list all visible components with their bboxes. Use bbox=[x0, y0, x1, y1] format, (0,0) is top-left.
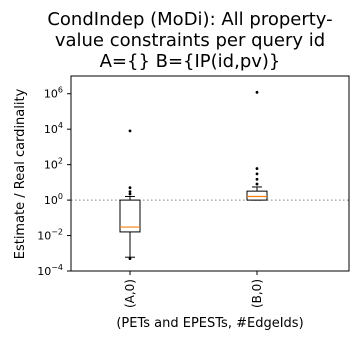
y-tick-label-2: 100 bbox=[44, 192, 63, 207]
x-tick-label-1: (B,0) bbox=[250, 279, 264, 308]
y-axis-label: Estimate / Real cardinality bbox=[13, 88, 28, 259]
x-axis-label: (PETs and EPESTs, #EdgeIds) bbox=[116, 316, 303, 331]
y-tick-label-3: 102 bbox=[44, 157, 63, 172]
x-tick-label-0: (A,0) bbox=[123, 279, 137, 308]
x-tick-layer: (A,0) (B,0) bbox=[123, 271, 264, 308]
outlier-0-1 bbox=[128, 186, 132, 190]
box-1 bbox=[246, 190, 268, 201]
outlier-0-2 bbox=[128, 190, 132, 194]
outlier-1-0 bbox=[255, 90, 259, 94]
outlier-0-3 bbox=[128, 192, 132, 196]
y-tick-label-5: 106 bbox=[44, 86, 63, 101]
box-0 bbox=[119, 199, 141, 233]
y-tick-label-0: 10−4 bbox=[37, 263, 63, 278]
outlier-1-3 bbox=[255, 177, 259, 181]
plot-frame bbox=[70, 75, 350, 272]
outlier-1-2 bbox=[255, 172, 259, 176]
box-group-0 bbox=[119, 129, 141, 261]
chart-title-line-1: CondIndep (MoDi): All property- bbox=[47, 9, 332, 30]
outlier-1-1 bbox=[255, 167, 259, 170]
chart-title-line-3: A={} B={IP(id,pv)} bbox=[100, 51, 281, 72]
chart-title: CondIndep (MoDi): All property- value co… bbox=[47, 9, 332, 72]
outlier-1-4 bbox=[255, 182, 259, 186]
y-tick-label-4: 104 bbox=[44, 121, 63, 136]
box-group-1 bbox=[246, 90, 268, 201]
outlier-0-0 bbox=[128, 129, 132, 133]
y-tick-label-1: 10−2 bbox=[37, 228, 63, 243]
box-layer bbox=[119, 90, 268, 261]
outlier-0-4 bbox=[128, 257, 132, 261]
chart-title-line-2: value constraints per query id bbox=[55, 30, 325, 51]
y-tick-layer: 10−4 10−2 100 102 104 106 bbox=[37, 86, 71, 278]
